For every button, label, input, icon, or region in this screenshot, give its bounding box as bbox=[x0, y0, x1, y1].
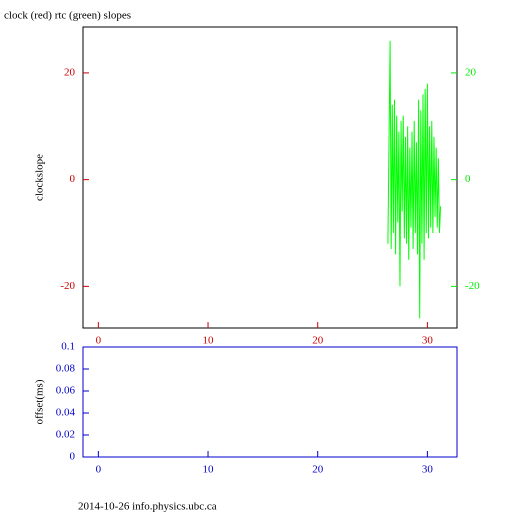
y-tick-label: 0.1 bbox=[61, 341, 75, 353]
x-tick-label: 0 bbox=[96, 464, 102, 476]
y-tick-label: 0.06 bbox=[56, 385, 76, 397]
y-tick-label: 0.08 bbox=[56, 363, 76, 375]
y-tick-label: 0 bbox=[70, 451, 76, 463]
footer: 2014-10-26 info.physics.ubc.ca bbox=[78, 501, 217, 512]
x-tick-label: 20 bbox=[312, 335, 324, 347]
y-tick-label: 0.04 bbox=[56, 407, 76, 419]
y-tick-label: 20 bbox=[64, 66, 76, 78]
y-axis-label: offset(ms) bbox=[34, 379, 46, 424]
y2-tick-label: 20 bbox=[465, 66, 477, 78]
x-tick-label: 0 bbox=[96, 335, 102, 347]
x-tick-label: 10 bbox=[203, 335, 215, 347]
x-tick-label: 20 bbox=[312, 464, 324, 476]
plot-frame bbox=[82, 346, 458, 458]
y-tick-label: 0 bbox=[70, 173, 76, 185]
y-tick-label: 0.02 bbox=[56, 429, 75, 441]
x-tick-label: 30 bbox=[422, 335, 434, 347]
y-axis-label: clockslope bbox=[34, 154, 46, 201]
x-tick-label: 10 bbox=[203, 464, 215, 476]
data-line bbox=[387, 40, 442, 319]
plot-frame bbox=[82, 26, 458, 329]
x-tick-label: 30 bbox=[422, 464, 434, 476]
y2-tick-label: -20 bbox=[465, 280, 480, 292]
y2-tick-label: 0 bbox=[465, 173, 471, 185]
chart-title: clock (red) rtc (green) slopes bbox=[4, 10, 131, 22]
y-tick-label: -20 bbox=[60, 280, 75, 292]
